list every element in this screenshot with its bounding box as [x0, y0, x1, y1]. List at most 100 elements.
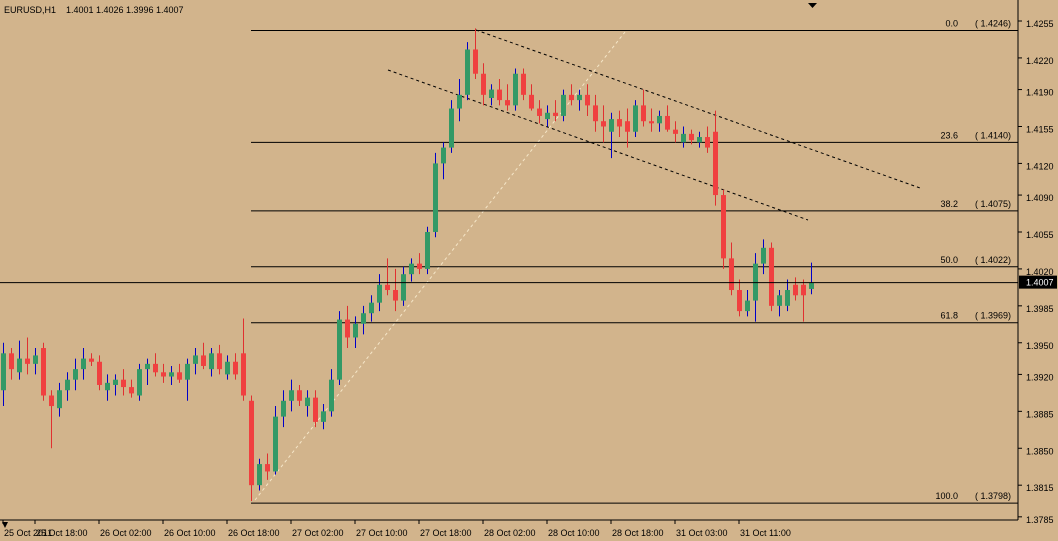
candle-body	[25, 358, 30, 364]
candle-body	[1, 353, 6, 391]
candle-body	[225, 361, 230, 375]
candle-body	[665, 115, 670, 130]
header-high: 1.4026	[96, 5, 124, 15]
fibo-level-label: 50.0	[940, 255, 958, 265]
candle-body	[129, 387, 134, 394]
candle-body	[377, 284, 382, 303]
candle-body	[209, 353, 214, 370]
candle-body	[369, 302, 374, 314]
fibo-price-label: ( 1.4246)	[975, 18, 1011, 28]
candle-body	[769, 247, 774, 306]
y-tick-label: 1.4020	[1026, 267, 1054, 277]
candle-body	[17, 358, 22, 373]
y-tick-label: 1.3785	[1026, 515, 1054, 525]
candle-body	[705, 137, 710, 148]
y-tick-label: 1.3815	[1026, 483, 1054, 493]
fibo-level-label: 100.0	[935, 491, 958, 501]
current-price-box	[1019, 275, 1057, 289]
candle-body	[633, 105, 638, 132]
candle-body	[185, 363, 190, 380]
candle-body	[577, 94, 582, 101]
y-tick-label: 1.4255	[1026, 19, 1054, 29]
x-tick-label: 27 Oct 02:00	[292, 528, 344, 538]
candle-body	[385, 284, 390, 291]
candle-body	[9, 353, 14, 370]
candle-body	[233, 361, 238, 375]
candle-body	[497, 89, 502, 101]
y-tick-label: 1.3950	[1026, 341, 1054, 351]
candle-body	[417, 263, 422, 269]
candle-body	[249, 400, 254, 486]
candle-body	[601, 121, 606, 127]
y-tick-label: 1.4220	[1026, 56, 1054, 66]
fibo-price-label: ( 1.3798)	[975, 491, 1011, 501]
candle-body	[809, 282, 814, 289]
y-tick-label: 1.4090	[1026, 193, 1054, 203]
candle-body	[433, 163, 438, 232]
x-tick-label: 26 Oct 18:00	[228, 528, 280, 538]
fibo-level-label: 23.6	[940, 130, 958, 140]
candle-body	[257, 464, 262, 486]
candle-body	[505, 100, 510, 106]
candle-body	[313, 397, 318, 422]
candle-body	[777, 295, 782, 306]
plot: 1.4255 1.4220 1.4190 1.4155 1.4120 1.4090 1.40…	[0, 18, 1057, 538]
candle-body	[73, 369, 78, 380]
candle-body	[657, 115, 662, 124]
candle-body	[449, 108, 454, 148]
y-tick-label: 1.4190	[1026, 88, 1054, 98]
candle-body	[673, 129, 678, 134]
fibo-level-label: 61.8	[940, 311, 958, 321]
candle-body	[137, 369, 142, 396]
header-close: 1.4007	[156, 5, 184, 15]
candle-body	[65, 379, 70, 391]
candle-body	[57, 390, 62, 409]
header-low: 1.3996	[126, 5, 154, 15]
candle-body	[713, 131, 718, 196]
candle-body	[265, 464, 270, 472]
candle-body	[609, 119, 614, 132]
candle-body	[353, 323, 358, 338]
candle-body	[281, 400, 286, 417]
candle-body	[169, 372, 174, 377]
candle-body	[193, 355, 198, 364]
candle-body	[593, 105, 598, 122]
candle-body	[393, 290, 398, 301]
candle-body	[721, 195, 726, 259]
fibo-price-label: ( 1.4075)	[975, 199, 1011, 209]
candle-body	[761, 247, 766, 264]
candle-body	[697, 137, 702, 143]
candle-body	[481, 73, 486, 95]
current-price-label: 1.4007	[1026, 278, 1054, 288]
candle-body	[489, 89, 494, 99]
candle-body	[145, 363, 150, 370]
x-tick-label: 26 Oct 10:00	[164, 528, 216, 538]
symbol: EURUSD,H1	[4, 5, 56, 15]
candle-body	[545, 112, 550, 120]
fibo-price-label: ( 1.4022)	[975, 255, 1011, 265]
shift-marker	[808, 3, 817, 8]
candle-body	[401, 274, 406, 301]
candle-body	[537, 108, 542, 116]
candle-body	[441, 147, 446, 164]
candle-body	[681, 133, 686, 143]
candle-body	[33, 355, 38, 364]
candle-body	[561, 94, 566, 116]
candle-body	[49, 395, 54, 407]
candle-body	[521, 73, 526, 95]
fibo-price-label: ( 1.3969)	[975, 311, 1011, 321]
candle-body	[97, 361, 102, 385]
candle-body	[345, 319, 350, 338]
candle-body	[785, 290, 790, 306]
candle-body	[217, 353, 222, 370]
candle-body	[753, 263, 758, 301]
fibo-level-label: 38.2	[940, 199, 958, 209]
candle-body	[105, 382, 110, 391]
y-tick-label: 1.3850	[1026, 446, 1054, 456]
candle-body	[457, 94, 462, 109]
candle-body	[89, 358, 94, 362]
candle-body	[81, 358, 86, 370]
fibo-price-label: ( 1.4140)	[975, 130, 1011, 140]
candle-body	[153, 363, 158, 373]
